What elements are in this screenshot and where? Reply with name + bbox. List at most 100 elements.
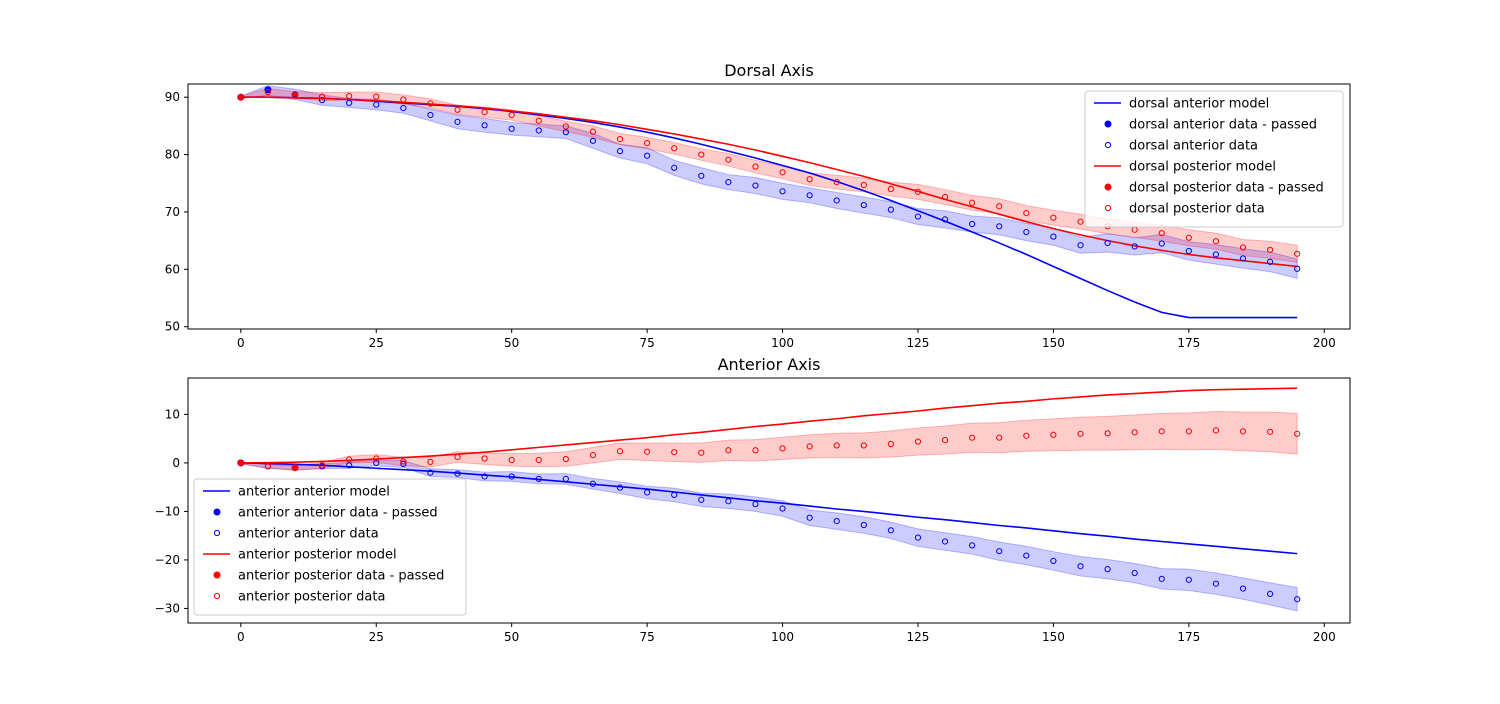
data-point: [400, 104, 407, 112]
data-point: [481, 455, 488, 462]
data-point: [535, 127, 542, 134]
data-point: [616, 448, 624, 455]
data-point: [1158, 230, 1165, 237]
data-point: [508, 473, 515, 480]
legend-filled-marker: [1104, 120, 1112, 128]
uncertainty-band: [240, 459, 1298, 612]
data-point: [860, 201, 867, 209]
data-point: [264, 88, 272, 96]
data-point: [1239, 428, 1247, 435]
uncertainty-band: [240, 88, 1298, 264]
data-point: [616, 135, 624, 143]
data-point: [616, 484, 624, 491]
data-point: [860, 521, 867, 529]
data-point: [698, 151, 705, 158]
data-point: [237, 459, 244, 467]
data-point: [644, 139, 651, 147]
data-point: [1023, 432, 1030, 439]
data-point: [671, 164, 678, 171]
data-point: [481, 122, 488, 129]
data-point: [508, 111, 515, 119]
data-point: [562, 455, 569, 463]
data-point: [887, 440, 894, 448]
data-point: [725, 498, 732, 505]
x-tick-label: 25: [369, 630, 384, 644]
data-point: [779, 169, 786, 176]
x-tick-label: 150: [1042, 336, 1065, 350]
data-point: [535, 475, 542, 483]
data-point: [1266, 258, 1274, 265]
x-tick-label: 25: [369, 336, 384, 350]
legend-filled-marker: [213, 508, 221, 516]
legend-label: dorsal anterior data - passed: [1129, 118, 1317, 133]
data-point: [969, 542, 976, 549]
data-point: [996, 203, 1003, 210]
legend-label: anterior posterior data: [238, 590, 385, 605]
data-point: [1212, 238, 1220, 245]
data-point: [1077, 218, 1084, 225]
data-point: [914, 438, 922, 445]
data-point: [1266, 428, 1274, 435]
data-point: [1212, 251, 1220, 258]
legend-label: anterior posterior data - passed: [238, 569, 444, 584]
plot-data: [237, 85, 1301, 319]
data-point: [833, 179, 840, 186]
anterior-axis-panel: 0 25 50 75 100 125 150 175 200 −30 −20 −10 0 10 Anteri…: [155, 355, 1351, 644]
data-point: [346, 456, 353, 463]
data-point: [346, 92, 353, 100]
data-point: [1131, 569, 1138, 577]
data-point: [373, 101, 380, 108]
data-point: [1239, 255, 1247, 262]
y-tick-label: −10: [155, 504, 180, 518]
data-point: [373, 93, 380, 100]
data-point: [752, 182, 759, 189]
data-point: [671, 145, 678, 152]
data-point: [969, 220, 976, 228]
y-tick-label: 90: [165, 90, 180, 104]
data-point: [1212, 580, 1220, 587]
data-point: [318, 462, 326, 469]
data-point: [264, 86, 272, 93]
data-point: [914, 534, 922, 541]
data-point: [1050, 431, 1057, 438]
legend-label: anterior anterior data: [238, 527, 379, 542]
legend-filled-marker: [213, 571, 221, 579]
chart-title: Anterior Axis: [718, 355, 821, 374]
x-tick-label: 200: [1313, 336, 1336, 350]
data-point: [562, 123, 569, 130]
data-point: [346, 99, 353, 107]
data-point: [779, 505, 786, 512]
data-point: [1185, 428, 1192, 435]
uncertainty-band: [240, 410, 1298, 471]
data-point: [833, 518, 840, 525]
data-point: [1158, 240, 1165, 247]
data-point: [725, 447, 732, 454]
data-point: [1239, 244, 1247, 251]
y-tick-label: −20: [155, 553, 180, 567]
data-point: [427, 100, 434, 107]
data-point: [1212, 427, 1220, 434]
data-point: [833, 442, 840, 449]
data-point: [1077, 242, 1084, 249]
data-point: [1077, 430, 1084, 437]
data-point: [318, 96, 326, 104]
y-tick-label: 60: [165, 262, 180, 276]
data-point: [589, 137, 597, 144]
data-point: [969, 199, 976, 206]
data-point: [1023, 228, 1030, 236]
model-line: [240, 462, 1298, 555]
data-point: [914, 213, 922, 220]
x-tick-label: 100: [771, 336, 794, 350]
data-point: [698, 449, 705, 456]
legend-hollow-marker: [1104, 141, 1112, 149]
data-point: [779, 188, 786, 195]
legend: dorsal anterior model dorsal anterior dat…: [1084, 90, 1344, 228]
x-tick-label: 125: [907, 630, 930, 644]
x-tick-label: 75: [639, 630, 654, 644]
data-point: [806, 443, 813, 450]
data-point: [481, 473, 488, 480]
data-point: [1023, 209, 1030, 217]
data-point: [752, 163, 759, 170]
data-point: [941, 436, 949, 444]
